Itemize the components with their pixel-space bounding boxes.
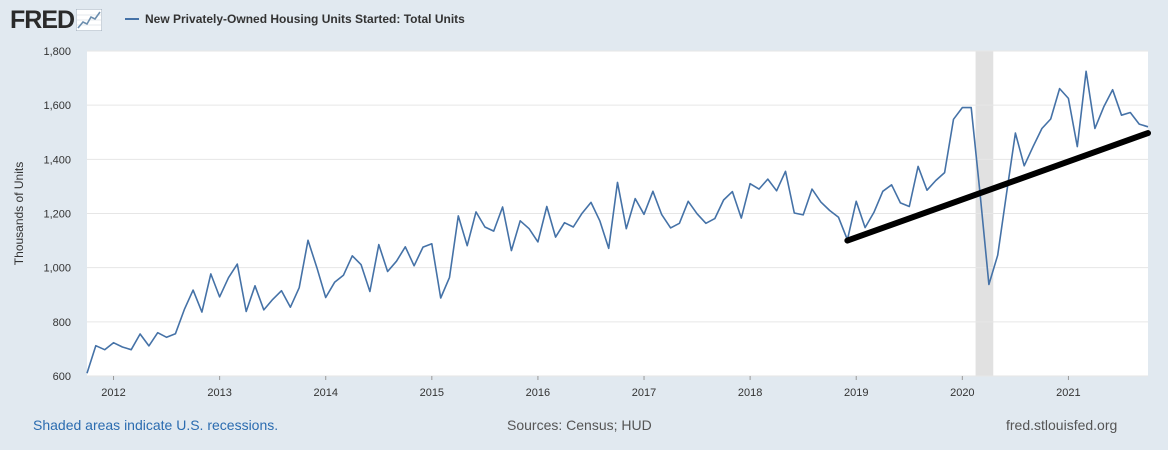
y-tick-label: 1,600 (43, 100, 71, 112)
series-line (86, 70, 1149, 374)
y-tick-label: 1,800 (43, 46, 71, 58)
site-link[interactable]: fred.stlouisfed.org (1006, 417, 1118, 433)
y-tick-label: 1,200 (43, 209, 71, 221)
y-axis-label: Thousands of Units (12, 162, 26, 265)
y-tick-label: 1,400 (43, 154, 71, 166)
x-tick-label: 2021 (1056, 387, 1080, 399)
x-tick-label: 2015 (420, 387, 444, 399)
x-tick-label: 2017 (632, 387, 656, 399)
y-tick-label: 1,000 (43, 263, 71, 275)
y-tick-label: 800 (53, 317, 71, 329)
fred-logo[interactable]: FRED (10, 6, 103, 34)
recession-note[interactable]: Shaded areas indicate U.S. recessions. (33, 417, 279, 433)
x-tick-label: 2016 (526, 387, 550, 399)
chart-area: 600 800 1,000 1,200 1,400 1,600 1,800 2012 2013 2… (0, 40, 1168, 410)
x-tick-label: 2020 (950, 387, 974, 399)
legend-swatch (125, 18, 139, 20)
x-tick-label: 2012 (101, 387, 125, 399)
line-chart[interactable]: 600 800 1,000 1,200 1,400 1,600 1,800 2012 2013 2… (0, 40, 1168, 410)
header: FRED New Privately-Owned Housing Units S… (0, 0, 1168, 40)
x-tick-label: 2018 (738, 387, 762, 399)
sources-note: Sources: Census; HUD (507, 417, 652, 433)
y-tick-label: 600 (53, 371, 71, 383)
chart-legend: New Privately-Owned Housing Units Starte… (125, 12, 465, 26)
fred-sparkline-icon (76, 9, 103, 31)
legend-series-label: New Privately-Owned Housing Units Starte… (145, 12, 465, 26)
logo-text: FRED (10, 6, 75, 34)
x-tick-label: 2013 (207, 387, 231, 399)
trend-line-annotation (844, 130, 1151, 244)
x-tick-label: 2019 (844, 387, 868, 399)
x-tick-label: 2014 (313, 387, 337, 399)
